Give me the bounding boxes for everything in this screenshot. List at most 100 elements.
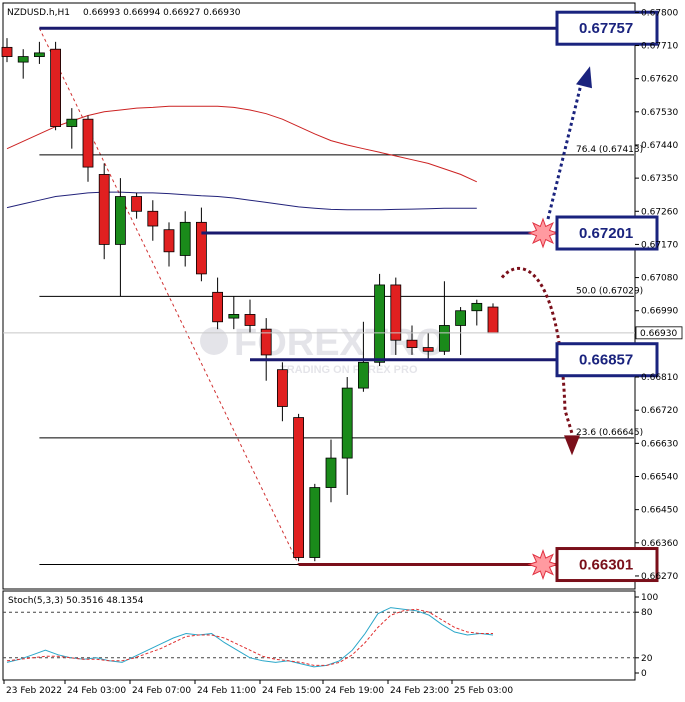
projection-arrows [500,66,592,456]
callout-label: 0.66301 [579,557,633,574]
candle [325,439,337,503]
stoch-tick-label: 20 [641,654,653,664]
candle [438,281,450,355]
candle [244,299,256,333]
price-callouts: 0.67757 0.67201 0.66857 0.66301 [527,10,659,583]
candle-body [82,118,94,168]
fib-level-label: 23.6 (0.66645) [576,428,643,438]
candle [487,303,499,334]
callout-label: 0.67757 [579,20,633,37]
candle [357,321,369,392]
candle [66,108,78,149]
chart-symbol: NZDUSD.h,H1 [7,8,70,18]
candle [422,332,434,359]
price-tick-label: 0.67350 [641,174,678,184]
price-tick-label: 0.66270 [641,572,678,582]
candle [471,299,483,326]
time-tick-label: 24 Feb 19:00 [325,686,384,696]
chart-ohlc: 0.66993 0.66994 0.66927 0.66930 [83,8,241,18]
time-tick-label: 25 Feb 03:00 [454,686,513,696]
candle-body [1,46,13,57]
candle-body [341,387,353,459]
candle [1,38,13,63]
candle [50,41,61,131]
candle-body [276,369,288,407]
price-tick-label: 0.67710 [641,42,678,52]
price-tick-label: 0.66990 [641,307,678,317]
price-tick-label: 0.66720 [641,406,678,416]
candle [147,200,159,241]
candle-body [179,221,191,256]
moving-average-line [6,105,478,183]
price-tick-label: 0.66360 [641,539,678,549]
price-tick-label: 0.66810 [641,373,678,383]
candle [115,178,126,296]
callout-label: 0.67201 [579,225,633,242]
burst-icon [527,217,559,249]
price-callout: 0.67757 [555,10,659,46]
price-tick-label: 0.67620 [641,75,678,85]
time-tick-label: 24 Feb 11:00 [197,686,256,696]
candle [17,49,29,79]
current-price-box [635,326,683,340]
candle [163,222,175,267]
horizontal-levels [39,26,556,567]
candle-body [115,196,126,245]
candle-body [260,328,272,356]
candle [276,362,288,422]
candle-body [244,314,256,326]
candle [98,163,110,260]
callout-box [555,342,659,378]
candle [228,296,240,330]
price-tick-label: 0.67080 [641,274,678,284]
candle-body [34,52,45,57]
moving-average-line [6,191,477,211]
candle-body [471,302,483,312]
candle-body [325,457,337,488]
candle-body [163,229,175,253]
time-axis: 23 Feb 2022 24 Feb 03:00 24 Feb 07:00 24 Fe… [3,680,513,696]
candle [455,307,467,355]
candle [293,413,305,562]
candle-body [406,339,418,348]
price-tick-label: 0.67170 [641,240,678,250]
callout-box [555,10,659,46]
callout-label: 0.66857 [579,352,633,369]
candle [260,318,272,381]
candle [374,273,386,366]
arrow-up-head-icon [576,66,592,89]
moving-averages [6,105,478,211]
candle-body [422,347,434,352]
candle-body [455,310,467,326]
time-tick-label: 24 Feb 07:00 [132,686,191,696]
stoch-tick-label: 80 [641,608,653,618]
candle-body [147,210,159,227]
candles [1,38,499,562]
stoch-tick-label: 0 [641,669,647,679]
price-tick-label: 0.67530 [641,108,678,118]
candle [212,277,224,330]
price-tick-label: 0.66630 [641,439,678,449]
price-tick-label: 0.66450 [641,506,678,516]
callout-box [555,547,659,583]
time-tick-label: 24 Feb 23:00 [390,686,449,696]
burst-icon [527,549,559,580]
fib-level-label: 50.0 (0.67029) [576,286,643,296]
candle [341,377,353,495]
price-tick-label: 0.66540 [641,472,678,482]
candle-body [438,325,450,352]
price-tick-label: 0.67800 [641,8,678,18]
price-tick-label: 0.67260 [641,207,678,217]
current-price-label: 0.66930 [640,329,677,339]
candle-body [66,118,78,127]
candle [179,211,191,267]
candle-body [487,306,499,334]
arrow-down-head-icon [564,435,580,456]
candle-body [390,284,402,341]
stoch-tick-label: 100 [641,593,658,603]
watermark-subtext: TRADING ON FOREX PRO [280,364,418,376]
candle-body [17,56,29,63]
candle [34,41,45,64]
candle [195,207,207,282]
